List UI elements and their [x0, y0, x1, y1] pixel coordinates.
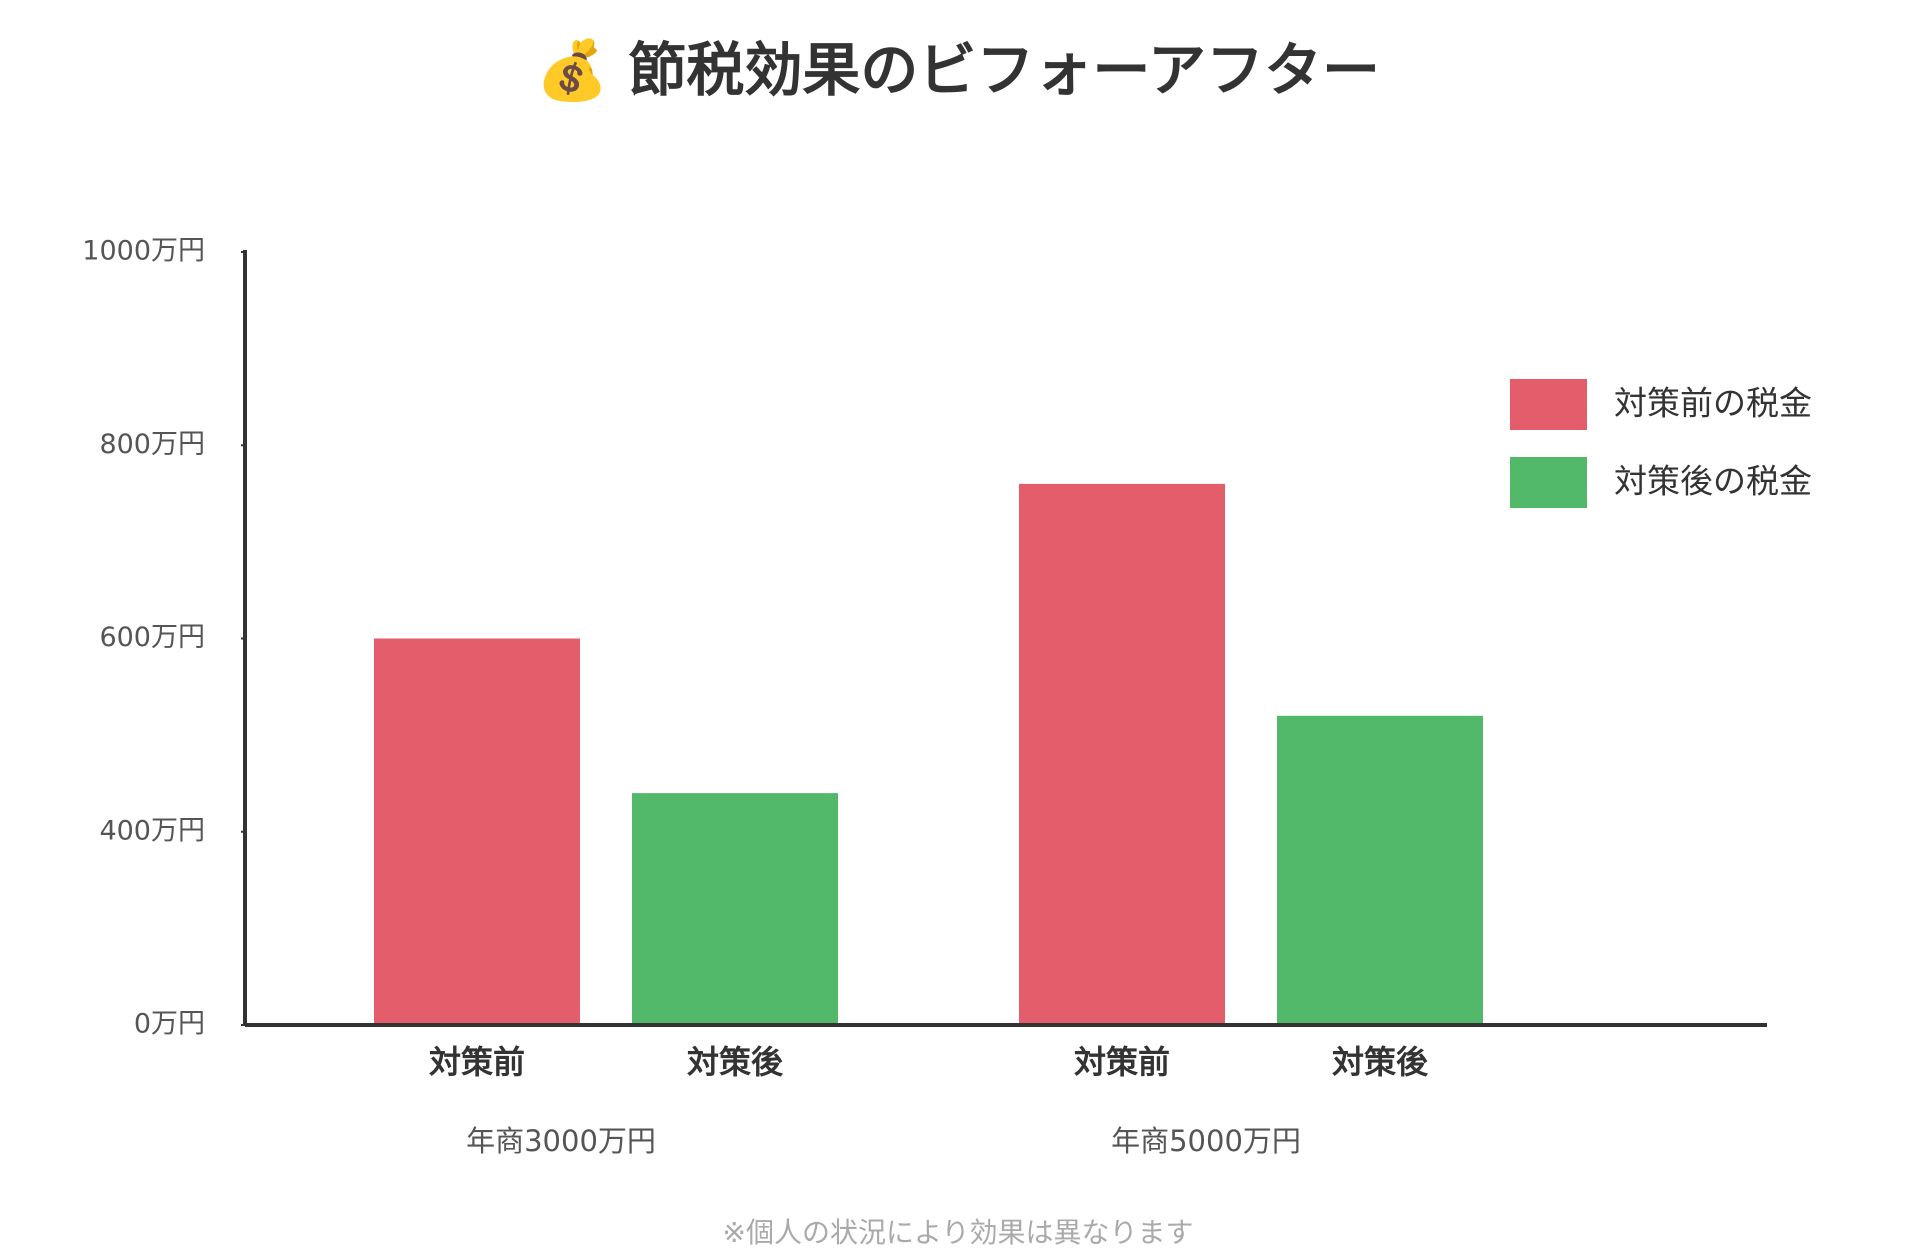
x-tick-label: 対策後 [1332, 1043, 1429, 1081]
group-label: 年商3000万円 [466, 1124, 656, 1158]
x-tick-label: 対策前 [429, 1043, 525, 1081]
bar [374, 638, 580, 1025]
y-tick-label: 0万円 [134, 1009, 205, 1040]
bar [1019, 483, 1225, 1025]
group-label: 年商5000万円 [1111, 1124, 1301, 1158]
legend-swatch [1510, 379, 1587, 430]
footnote: ※個人の状況により効果は異なります [723, 1216, 1194, 1249]
legend-swatch [1510, 457, 1587, 508]
x-tick-label: 対策後 [687, 1043, 784, 1081]
y-tick-label: 1000万円 [82, 236, 205, 267]
y-tick-label: 600万円 [99, 622, 205, 653]
x-tick-label: 対策前 [1074, 1043, 1170, 1081]
bar [1277, 715, 1483, 1025]
legend-label: 対策後の税金 [1614, 462, 1812, 501]
y-tick-label: 400万円 [99, 815, 205, 846]
bar [632, 793, 838, 1025]
y-tick-label: 800万円 [99, 429, 205, 460]
chart-title: 💰 節税効果のビフォーアフター [536, 36, 1380, 105]
legend-label: 対策前の税金 [1614, 384, 1812, 423]
